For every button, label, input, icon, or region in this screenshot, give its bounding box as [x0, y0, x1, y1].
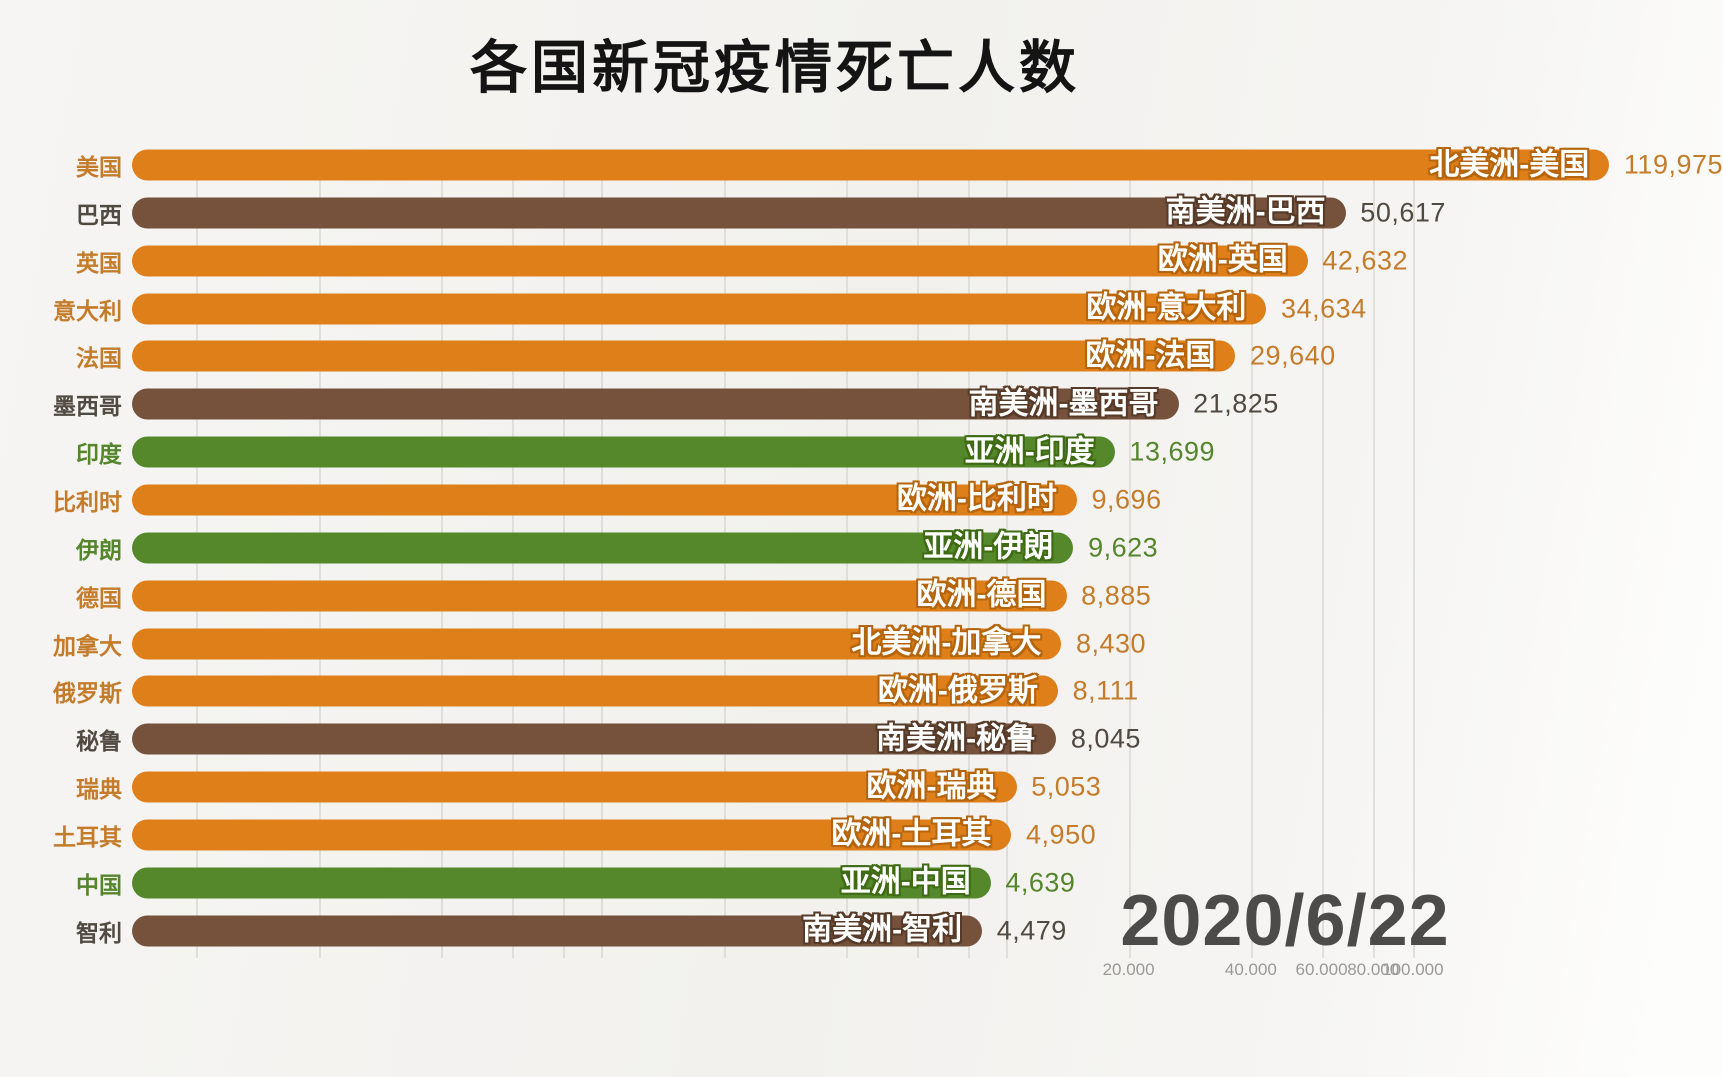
country-label: 巴西 [76, 201, 122, 228]
bar-inner-label: 南美洲-智利 [802, 913, 963, 947]
gridline [1373, 150, 1376, 958]
country-label: 墨西哥 [53, 393, 122, 420]
x-tick-label: 20.000 [1102, 960, 1155, 979]
bar-inner-label: 南美洲-巴西 [1165, 195, 1326, 229]
bar-inner-label: 欧洲-比利时 [896, 482, 1057, 516]
country-label: 智利 [76, 919, 122, 946]
gridline [1321, 150, 1324, 958]
value-label: 42,632 [1322, 245, 1408, 276]
bar-inner-label: 北美洲-美国 [1429, 148, 1590, 181]
value-label: 4,639 [1005, 867, 1076, 898]
x-tick-label: 60.000 [1295, 960, 1348, 979]
country-label: 印度 [76, 441, 122, 468]
bar-row: 德国 欧洲-德国 8,885 [0, 572, 1723, 620]
country-label: 俄罗斯 [53, 680, 122, 707]
value-label: 9,696 [1091, 484, 1162, 515]
country-label: 伊朗 [76, 536, 122, 563]
value-label: 4,479 [996, 915, 1067, 946]
value-label: 29,640 [1250, 340, 1336, 371]
bar: 欧洲-土耳其 [131, 817, 1012, 851]
value-label: 8,885 [1081, 580, 1152, 611]
bar-row: 伊朗 亚洲-伊朗 9,623 [0, 524, 1723, 572]
bar-row: 瑞典 欧洲-瑞典 5,053 [0, 763, 1723, 811]
value-label: 8,045 [1070, 723, 1141, 754]
country-label: 比利时 [53, 488, 122, 515]
country-label: 德国 [76, 584, 122, 611]
country-label: 土耳其 [53, 823, 122, 850]
country-label: 秘鲁 [76, 728, 122, 755]
bar-row: 墨西哥 南美洲-墨西哥 21,825 [0, 380, 1723, 428]
x-tick-label: 100.000 [1382, 960, 1444, 979]
bar-row: 土耳其 欧洲-土耳其 4,950 [0, 811, 1723, 859]
value-label: 13,699 [1129, 436, 1216, 467]
bar: 亚洲-中国 [131, 865, 991, 899]
bar-row: 巴西 南美洲-巴西 50,617 [0, 189, 1723, 237]
bar-row: 秘鲁 南美洲-秘鲁 8,045 [0, 715, 1723, 763]
bar-row: 加拿大 北美洲-加拿大 8,430 [0, 620, 1723, 668]
value-label: 5,053 [1031, 771, 1102, 802]
bar-row: 美国 北美洲-美国 119,975 [0, 141, 1723, 189]
value-label: 9,623 [1088, 532, 1159, 563]
country-label: 瑞典 [76, 776, 122, 803]
country-label: 美国 [76, 154, 122, 180]
country-label: 意大利 [53, 297, 122, 324]
bar-inner-label: 欧洲-法国 [1085, 339, 1216, 373]
bar-inner-label: 欧洲-英国 [1157, 243, 1288, 277]
country-label: 中国 [76, 871, 122, 898]
bar: 欧洲-法国 [131, 339, 1236, 373]
bar-inner-label: 欧洲-意大利 [1086, 291, 1247, 325]
bar: 欧洲-比利时 [131, 482, 1077, 516]
bar-inner-label: 欧洲-土耳其 [831, 817, 992, 851]
country-label: 英国 [76, 249, 122, 276]
bar-row: 意大利 欧洲-意大利 34,634 [0, 285, 1723, 333]
bar-inner-label: 亚洲-印度 [964, 435, 1095, 469]
chart-title: 各国新冠疫情死亡人数 [470, 36, 1080, 100]
bar-inner-label: 亚洲-伊朗 [923, 530, 1054, 564]
value-label: 8,430 [1076, 628, 1147, 658]
bar-inner-label: 欧洲-瑞典 [866, 770, 997, 804]
bar-inner-label: 欧洲-德国 [916, 578, 1047, 612]
value-label: 4,950 [1026, 819, 1097, 850]
value-label: 119,975 [1623, 149, 1723, 180]
value-label: 8,111 [1072, 675, 1139, 706]
bar: 南美洲-智利 [131, 913, 983, 947]
x-tick-label: 40.000 [1224, 960, 1277, 979]
bar: 亚洲-伊朗 [131, 530, 1074, 564]
country-label: 加拿大 [53, 632, 122, 659]
value-label: 21,825 [1193, 388, 1279, 419]
bar: 欧洲-俄罗斯 [131, 674, 1058, 708]
bar-row: 智利 南美洲-智利 4,479 [0, 907, 1723, 955]
gridline [1412, 150, 1415, 958]
bar-inner-label: 北美洲-加拿大 [851, 626, 1042, 660]
bar: 欧洲-瑞典 [131, 770, 1017, 804]
bar: 南美洲-墨西哥 [131, 387, 1179, 421]
bar: 南美洲-巴西 [131, 195, 1346, 229]
bar: 欧洲-意大利 [131, 291, 1267, 325]
bar-row: 印度 亚洲-印度 13,699 [0, 428, 1723, 476]
bar-row: 俄罗斯 欧洲-俄罗斯 8,111 [0, 667, 1723, 715]
bar-row: 法国 欧洲-法国 29,640 [0, 332, 1723, 380]
bar-inner-label: 南美洲-墨西哥 [968, 387, 1159, 421]
bar: 欧洲-英国 [131, 243, 1308, 277]
date-label: 2020/6/22 [1120, 881, 1450, 961]
bar-inner-label: 南美洲-秘鲁 [876, 722, 1037, 756]
bar-row: 比利时 欧洲-比利时 9,696 [0, 476, 1723, 524]
bar-row: 英国 欧洲-英国 42,632 [0, 237, 1723, 285]
gridline [1128, 150, 1131, 958]
bar-inner-label: 欧洲-俄罗斯 [877, 674, 1038, 708]
bar-row: 中国 亚洲-中国 4,639 [0, 859, 1723, 907]
bar: 北美洲-加拿大 [131, 626, 1062, 660]
bar-inner-label: 亚洲-中国 [840, 865, 971, 899]
bar: 欧洲-德国 [131, 578, 1067, 612]
bar: 南美洲-秘鲁 [131, 722, 1057, 756]
value-label: 34,634 [1281, 293, 1367, 324]
bar: 北美洲-美国 [131, 148, 1610, 181]
value-label: 50,617 [1360, 197, 1446, 228]
country-label: 法国 [76, 345, 122, 372]
bar: 亚洲-印度 [131, 435, 1115, 469]
gridline [1250, 150, 1253, 958]
x-tick-label: 80.000 [1347, 960, 1400, 979]
